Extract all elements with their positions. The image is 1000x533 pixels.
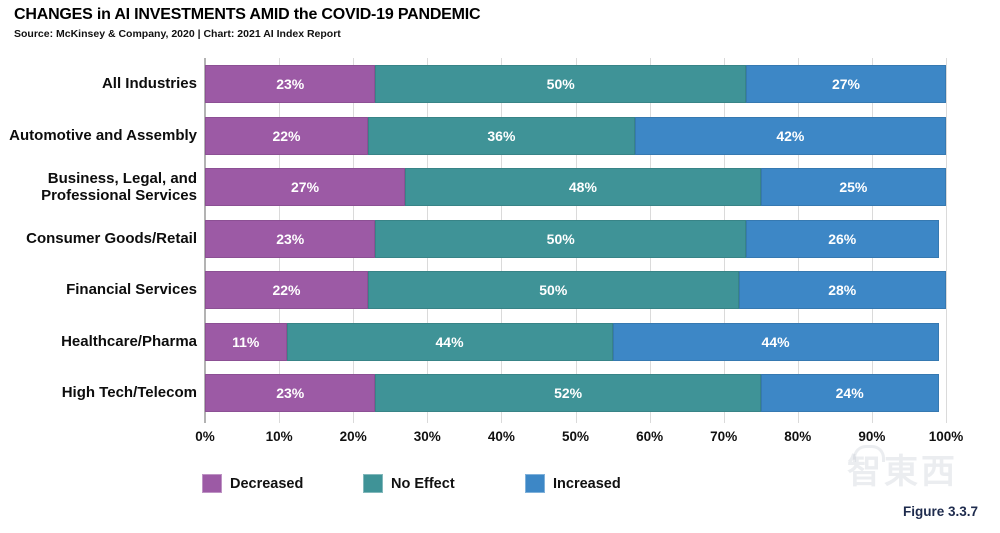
bar-value-label: 22%: [272, 127, 301, 144]
bar-segment-increased: 26%: [745, 219, 939, 258]
category-label: Automotive and Assembly: [9, 126, 197, 144]
category-label: Consumer Goods/Retail: [26, 229, 197, 247]
bar-segment-no-effect: 44%: [286, 322, 613, 361]
bar-value-label: 52%: [554, 385, 583, 401]
plot-area: 23% 50% 27% 22% 36% 42% 27% 48% 25% 23% 50% 26% 22% 5…: [204, 58, 947, 423]
bar-value-label: 27%: [831, 76, 860, 92]
x-tick-label: 30%: [413, 429, 441, 444]
bar-segment-decreased: 23%: [205, 65, 376, 103]
gridline: [946, 58, 947, 423]
bar-segment-no-effect: 50%: [375, 65, 746, 103]
bar-segment-no-effect: 48%: [405, 168, 761, 206]
bar-row: 22% 50% 28%: [205, 271, 946, 309]
category-label: Healthcare/Pharma: [61, 332, 197, 350]
x-axis: 0% 10% 20% 30% 40% 50% 60% 70% 80% 90% 100%: [195, 429, 963, 449]
legend-swatch-icon: [363, 474, 383, 493]
legend-swatch-icon: [202, 474, 222, 493]
chart-title: CHANGES in AI INVESTMENTS AMID the COVID…: [14, 6, 481, 23]
bar-value-label: 50%: [546, 76, 575, 92]
category-axis: All Industries Automotive and Assembly Bus…: [7, 58, 197, 423]
category-label: Business, Legal, and Professional Servic…: [41, 169, 197, 204]
watermark-arc-icon: [853, 445, 885, 462]
x-tick-label: 50%: [561, 429, 590, 444]
x-tick-label: 0%: [195, 429, 215, 444]
x-tick-label: 90%: [858, 429, 886, 444]
bar-value-label: 44%: [761, 333, 790, 350]
bar-segment-decreased: 22%: [205, 116, 369, 155]
bar-value-label: 44%: [435, 333, 464, 350]
bar-value-label: 24%: [835, 385, 864, 401]
legend: Decreased No Effect Increased: [0, 474, 1000, 496]
bar-row: 23% 50% 27%: [205, 65, 946, 103]
category-label: High Tech/Telecom: [61, 384, 197, 402]
bar-value-label: 23%: [276, 76, 305, 92]
bar-segment-decreased: 23%: [205, 219, 376, 258]
bar-segment-increased: 44%: [612, 322, 939, 361]
bar-segment-no-effect: 50%: [368, 271, 739, 309]
bar-segment-decreased: 11%: [205, 322, 287, 361]
legend-swatch-icon: [525, 474, 545, 493]
bar-segment-decreased: 22%: [205, 271, 369, 309]
x-tick-label: 40%: [487, 429, 515, 444]
bar-value-label: 50%: [546, 230, 575, 247]
bar-row: 22% 36% 42%: [205, 116, 946, 155]
bar-segment-decreased: 27%: [205, 168, 406, 206]
bar-value-label: 50%: [539, 282, 568, 298]
bar-row: 11% 44% 44%: [205, 322, 946, 361]
bar-row: 23% 50% 26%: [205, 219, 946, 258]
bar-value-label: 23%: [276, 385, 305, 401]
bar-value-label: 28%: [828, 282, 857, 298]
bar-segment-increased: 28%: [738, 271, 946, 309]
bar-value-label: 23%: [276, 230, 305, 247]
category-label: Financial Services: [66, 281, 197, 299]
watermark-logo: 智東西: [847, 445, 958, 489]
bar-segment-decreased: 23%: [205, 374, 376, 412]
bar-segment-increased: 24%: [760, 374, 939, 412]
bar-segment-increased: 25%: [760, 168, 946, 206]
bar-value-label: 25%: [839, 179, 868, 195]
bar-value-label: 22%: [272, 282, 301, 298]
bar-value-label: 48%: [568, 179, 597, 195]
x-tick-label: 80%: [784, 429, 812, 444]
bar-segment-increased: 42%: [634, 116, 946, 155]
bar-segment-no-effect: 52%: [375, 374, 761, 412]
bar-value-label: 26%: [828, 230, 857, 247]
legend-label: Decreased: [230, 475, 304, 492]
bar-segment-no-effect: 50%: [375, 219, 746, 258]
x-tick-label: 100%: [928, 429, 964, 444]
bar-value-label: 11%: [232, 333, 260, 350]
bar-segment-increased: 27%: [745, 65, 946, 103]
bar-row: 27% 48% 25%: [205, 168, 946, 206]
bar-value-label: 42%: [776, 127, 805, 144]
x-tick-label: 70%: [710, 429, 738, 444]
bar-value-label: 27%: [291, 179, 320, 195]
x-tick-label: 10%: [265, 429, 293, 444]
legend-item-increased: Increased: [525, 474, 621, 493]
legend-label: Increased: [553, 475, 621, 492]
figure-label: Figure 3.3.7: [902, 504, 978, 519]
chart-subtitle: Source: McKinsey & Company, 2020 | Chart…: [14, 28, 341, 40]
x-tick-label: 60%: [636, 429, 664, 444]
category-label: All Industries: [101, 75, 197, 93]
legend-item-no-effect: No Effect: [363, 474, 455, 493]
bar-segment-no-effect: 36%: [368, 116, 635, 155]
legend-label: No Effect: [391, 475, 455, 492]
legend-item-decreased: Decreased: [202, 474, 303, 493]
bar-row: 23% 52% 24%: [205, 374, 946, 412]
bar-value-label: 36%: [487, 127, 516, 144]
x-tick-label: 20%: [339, 429, 367, 444]
